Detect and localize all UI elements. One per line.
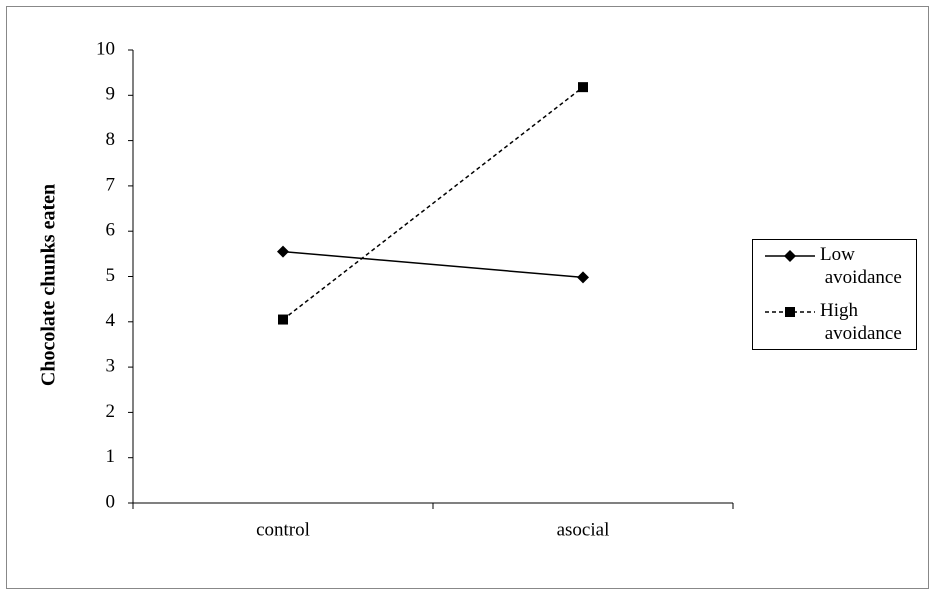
marker	[784, 250, 796, 262]
legend-box	[752, 239, 917, 350]
marker	[785, 307, 795, 317]
series-line	[282, 250, 584, 279]
y-tick-label: 9	[106, 84, 116, 105]
marker	[278, 314, 288, 325]
y-tick-label: 8	[106, 129, 116, 150]
marker	[577, 271, 589, 284]
y-tick-label: 5	[106, 265, 116, 286]
y-tick-label: 0	[106, 491, 116, 512]
y-tick-label: 7	[106, 174, 116, 195]
legend-label: High avoidance	[820, 300, 902, 344]
marker	[578, 82, 588, 93]
series-line	[282, 86, 584, 321]
x-tick-label: control	[256, 519, 310, 540]
y-tick-label: 2	[106, 401, 116, 422]
y-tick-label: 10	[96, 38, 115, 59]
legend-label: Low avoidance	[820, 244, 902, 288]
y-tick-label: 3	[106, 355, 116, 376]
x-tick-label: asocial	[557, 519, 610, 540]
y-tick-label: 6	[106, 220, 116, 241]
y-tick-label: 1	[106, 446, 116, 467]
marker	[277, 245, 289, 258]
y-axis-label: Chocolate chunks eaten	[38, 184, 60, 386]
y-tick-label: 4	[106, 310, 116, 331]
